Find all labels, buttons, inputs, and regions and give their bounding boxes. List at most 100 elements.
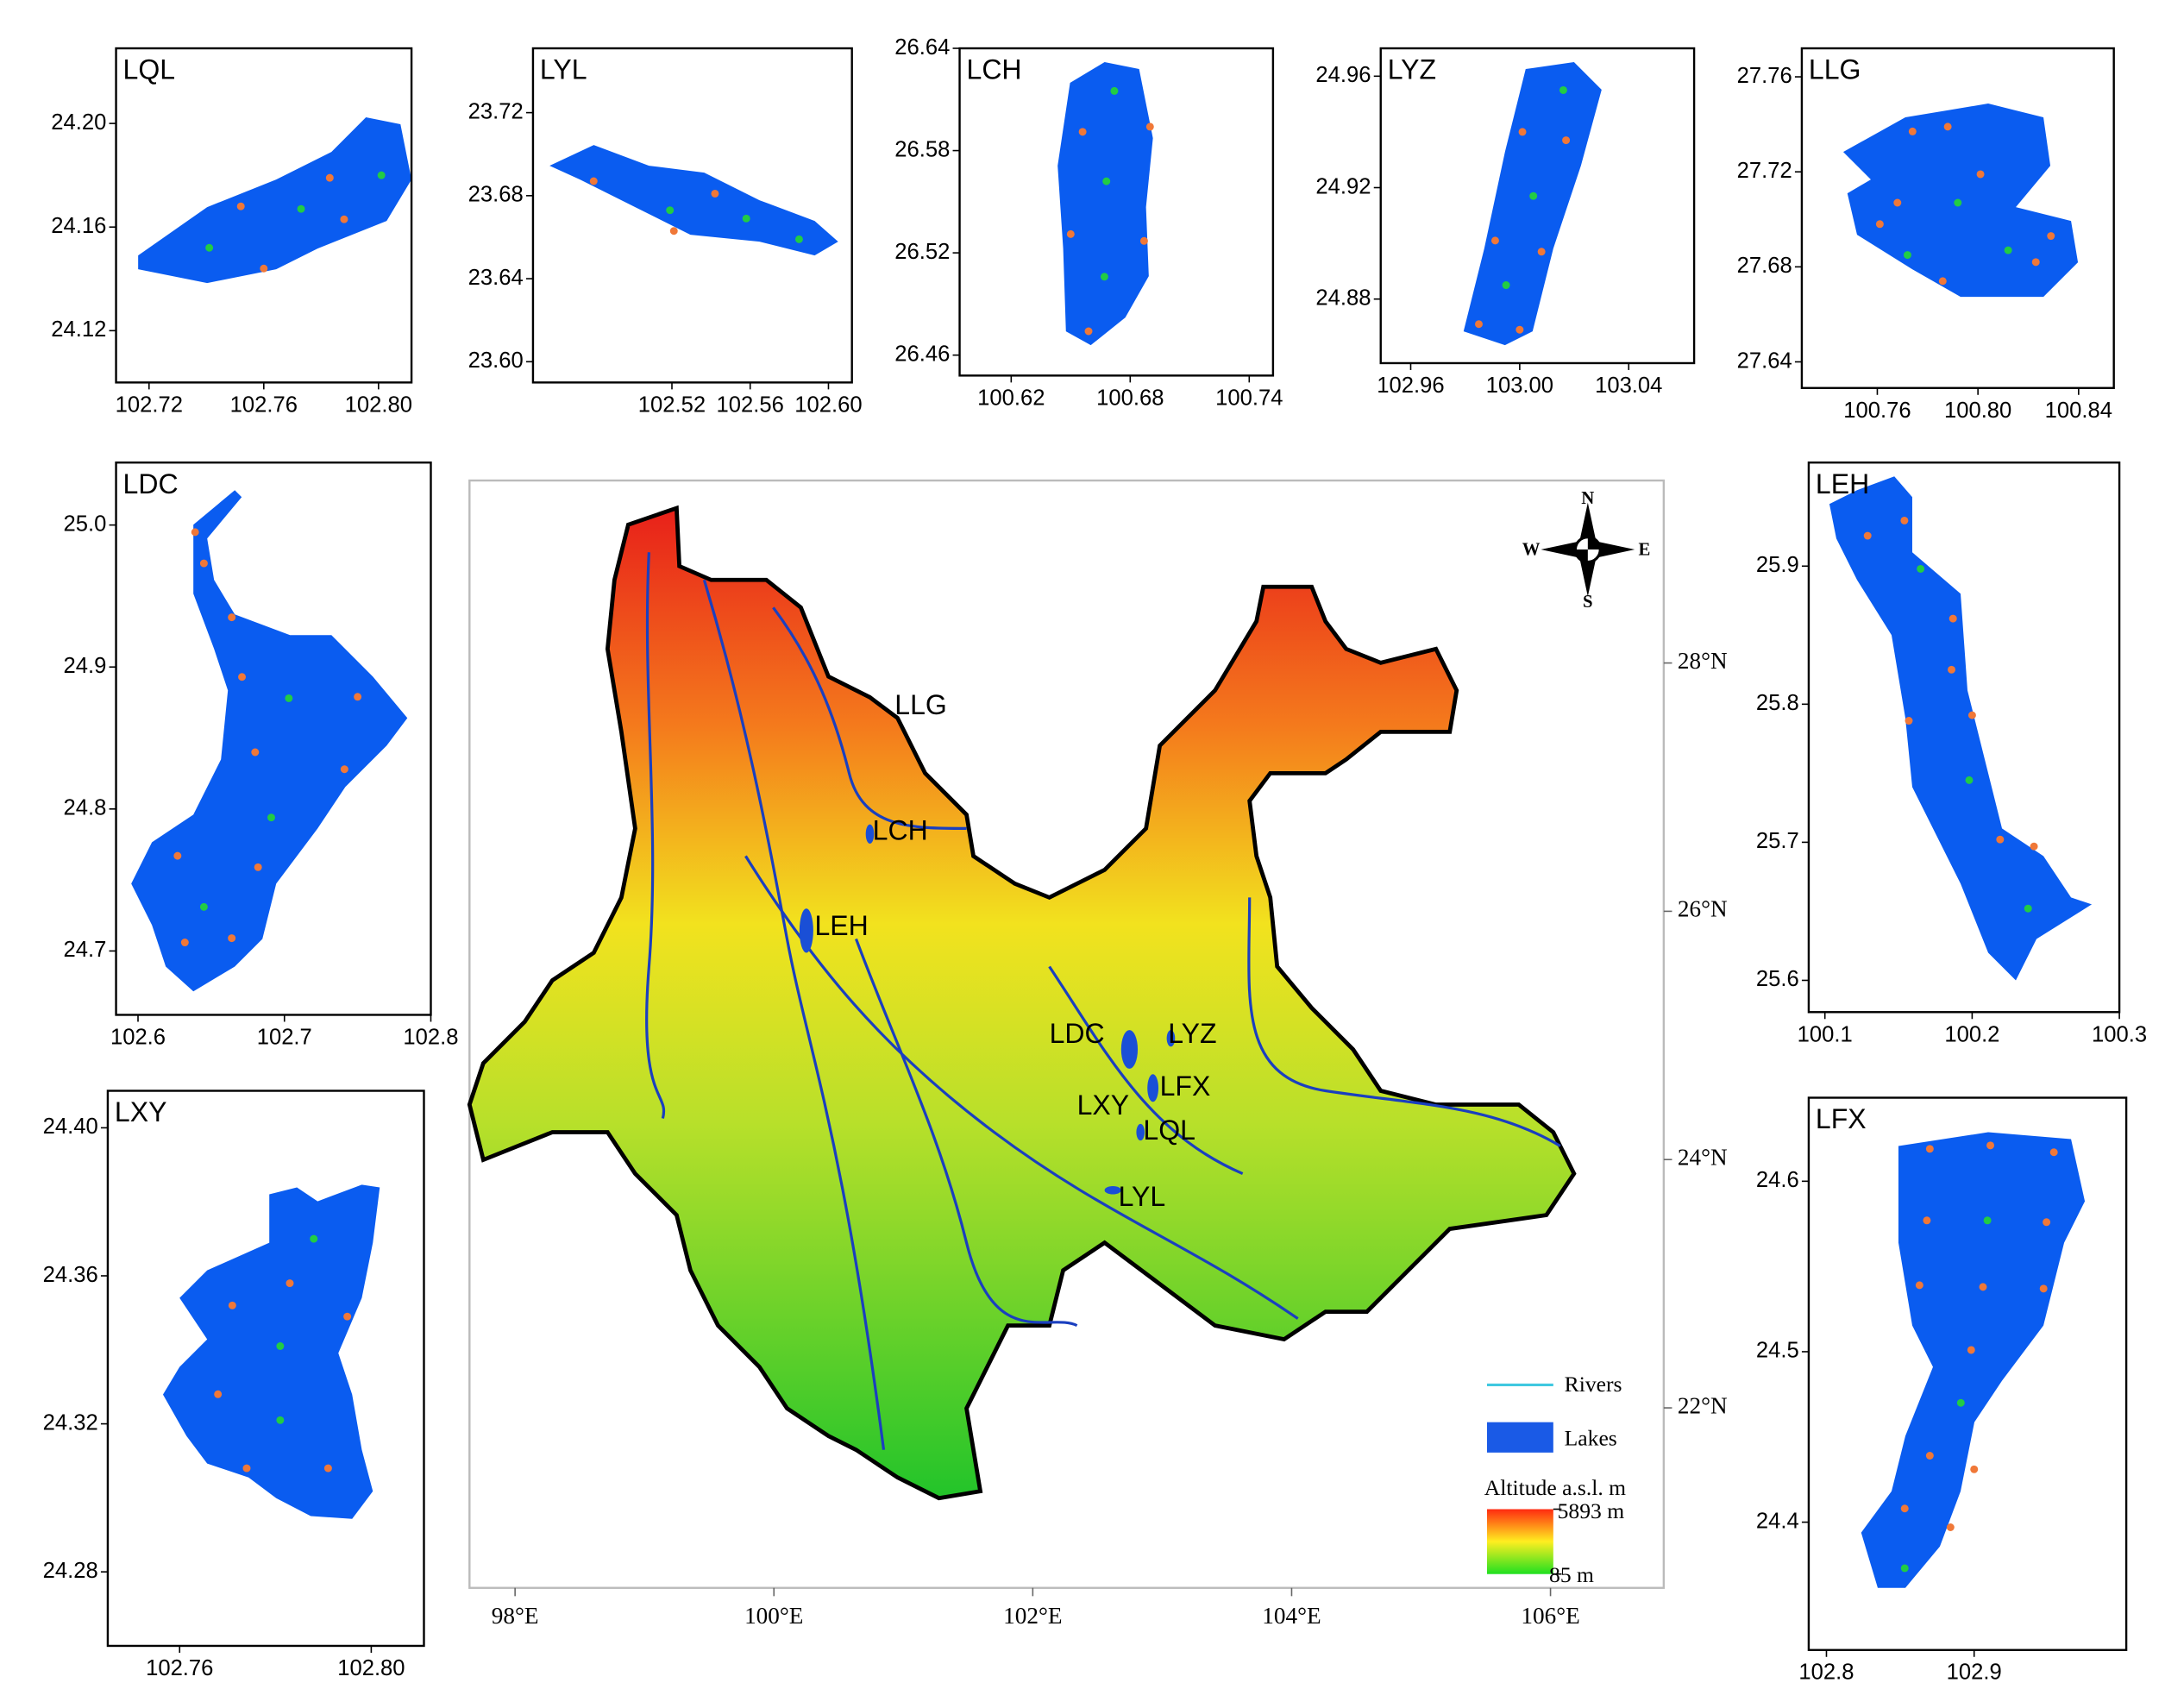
sample-point [2031,258,2040,267]
y-tick-label: 26.52 [894,240,950,264]
compass-w: W [1522,539,1541,559]
lat-label: 26°N [1678,896,1728,922]
sample-point [1983,1216,1992,1225]
sample-point [1917,564,1925,573]
sample-point [228,934,236,943]
sample-point [254,863,262,871]
y-tick-label: 24.88 [1315,286,1371,310]
rivers [645,552,1561,1450]
sample-point [1516,325,1524,334]
sample-point [1979,1283,1987,1291]
sample-point [2004,246,2012,254]
lake-shape [1829,476,2093,981]
sample-point [285,694,293,702]
sample-point [1986,1141,1995,1150]
y-tick-label: 23.68 [468,183,524,207]
y-tick-label: 24.12 [51,317,106,342]
sample-point [1529,192,1538,200]
sample-point [1900,1564,1909,1573]
colorbar-label: 85 m [1549,1562,1594,1587]
panel-frame [106,1089,425,1648]
sample-point [1066,229,1075,238]
x-tick-label: 103.00 [1486,374,1553,398]
province-outline [467,505,1577,1501]
sample-point [297,204,305,213]
sample-point [711,189,719,198]
sample-point [1956,1398,1965,1407]
sample-point [1938,277,1947,286]
legend-lakes: Lakes [1565,1425,1617,1450]
sample-point [205,243,214,252]
x-tick-label: 102.72 [116,392,183,417]
lat-label: 28°N [1678,648,1728,674]
y-tick-label: 23.60 [468,349,524,373]
x-tick-label: 103.04 [1595,374,1662,398]
sample-point [228,613,236,622]
compass [1541,502,1635,597]
colorbar-label: 5893 m [1558,1498,1625,1523]
sample-point [2039,1284,2048,1293]
y-tick-label: 24.28 [43,1559,98,1583]
sample-point [325,173,334,182]
lon-label: 100°E [744,1603,803,1629]
y-tick-label: 24.9 [63,654,106,678]
legend-rivers: Rivers [1565,1372,1622,1397]
y-tick-label: 24.7 [63,938,106,962]
sample-point [180,939,189,947]
sample-point [1490,236,1499,245]
sample-point [1084,327,1093,336]
panel-title: LYZ [1388,54,1436,85]
sample-point [1905,717,1913,725]
sample-point [1893,198,1902,207]
sample-point [1863,531,1872,540]
y-tick-label: 25.0 [63,512,106,536]
y-tick-label: 24.5 [1756,1339,1799,1363]
lon-label: 106°E [1521,1603,1579,1629]
colorbar [1486,1509,1553,1574]
lake-shape [131,490,408,992]
y-tick-label: 23.64 [468,266,524,290]
x-tick-label: 100.1 [1798,1022,1853,1046]
sample-point [1110,86,1119,95]
x-tick-label: 102.52 [638,392,706,417]
lake-label: LLG [894,689,946,720]
x-tick-label: 102.60 [794,392,862,417]
y-tick-label: 27.72 [1737,159,1792,183]
sample-point [340,765,348,774]
panel-title: LQL [123,54,175,85]
lake-label: LXY [1077,1089,1129,1121]
lake-shape [549,145,838,256]
y-tick-label: 24.4 [1756,1509,1799,1533]
sample-point [354,693,362,701]
lake-label: LQL [1143,1115,1195,1146]
sample-point [1537,248,1546,256]
sample-point [214,1390,223,1398]
y-tick-label: 24.8 [63,796,106,820]
sample-point [1518,128,1527,136]
y-tick-label: 24.32 [43,1410,98,1435]
sample-point [251,748,260,757]
sample-point [1562,136,1571,145]
x-tick-label: 100.68 [1096,386,1164,410]
lon-label: 102°E [1003,1603,1062,1629]
sample-point [1943,122,1952,131]
y-tick-label: 24.96 [1315,63,1371,87]
sample-point [1948,665,1955,674]
x-tick-label: 100.84 [2045,399,2112,423]
lake-label: LFX [1160,1071,1211,1102]
lat-label: 24°N [1678,1144,1728,1170]
sample-point [2049,1148,2058,1157]
sample-point [1102,177,1111,185]
panel-frame [958,47,1275,377]
sample-point [191,528,199,537]
compass-e: E [1639,539,1651,559]
x-tick-label: 102.76 [146,1656,213,1680]
lake-shape [162,1184,380,1519]
x-tick-label: 102.6 [110,1025,166,1049]
y-tick-label: 26.46 [894,342,950,366]
x-tick-label: 102.80 [337,1656,405,1680]
y-tick-label: 27.64 [1737,349,1792,373]
sample-point [276,1416,285,1424]
sample-point [1954,198,1962,207]
